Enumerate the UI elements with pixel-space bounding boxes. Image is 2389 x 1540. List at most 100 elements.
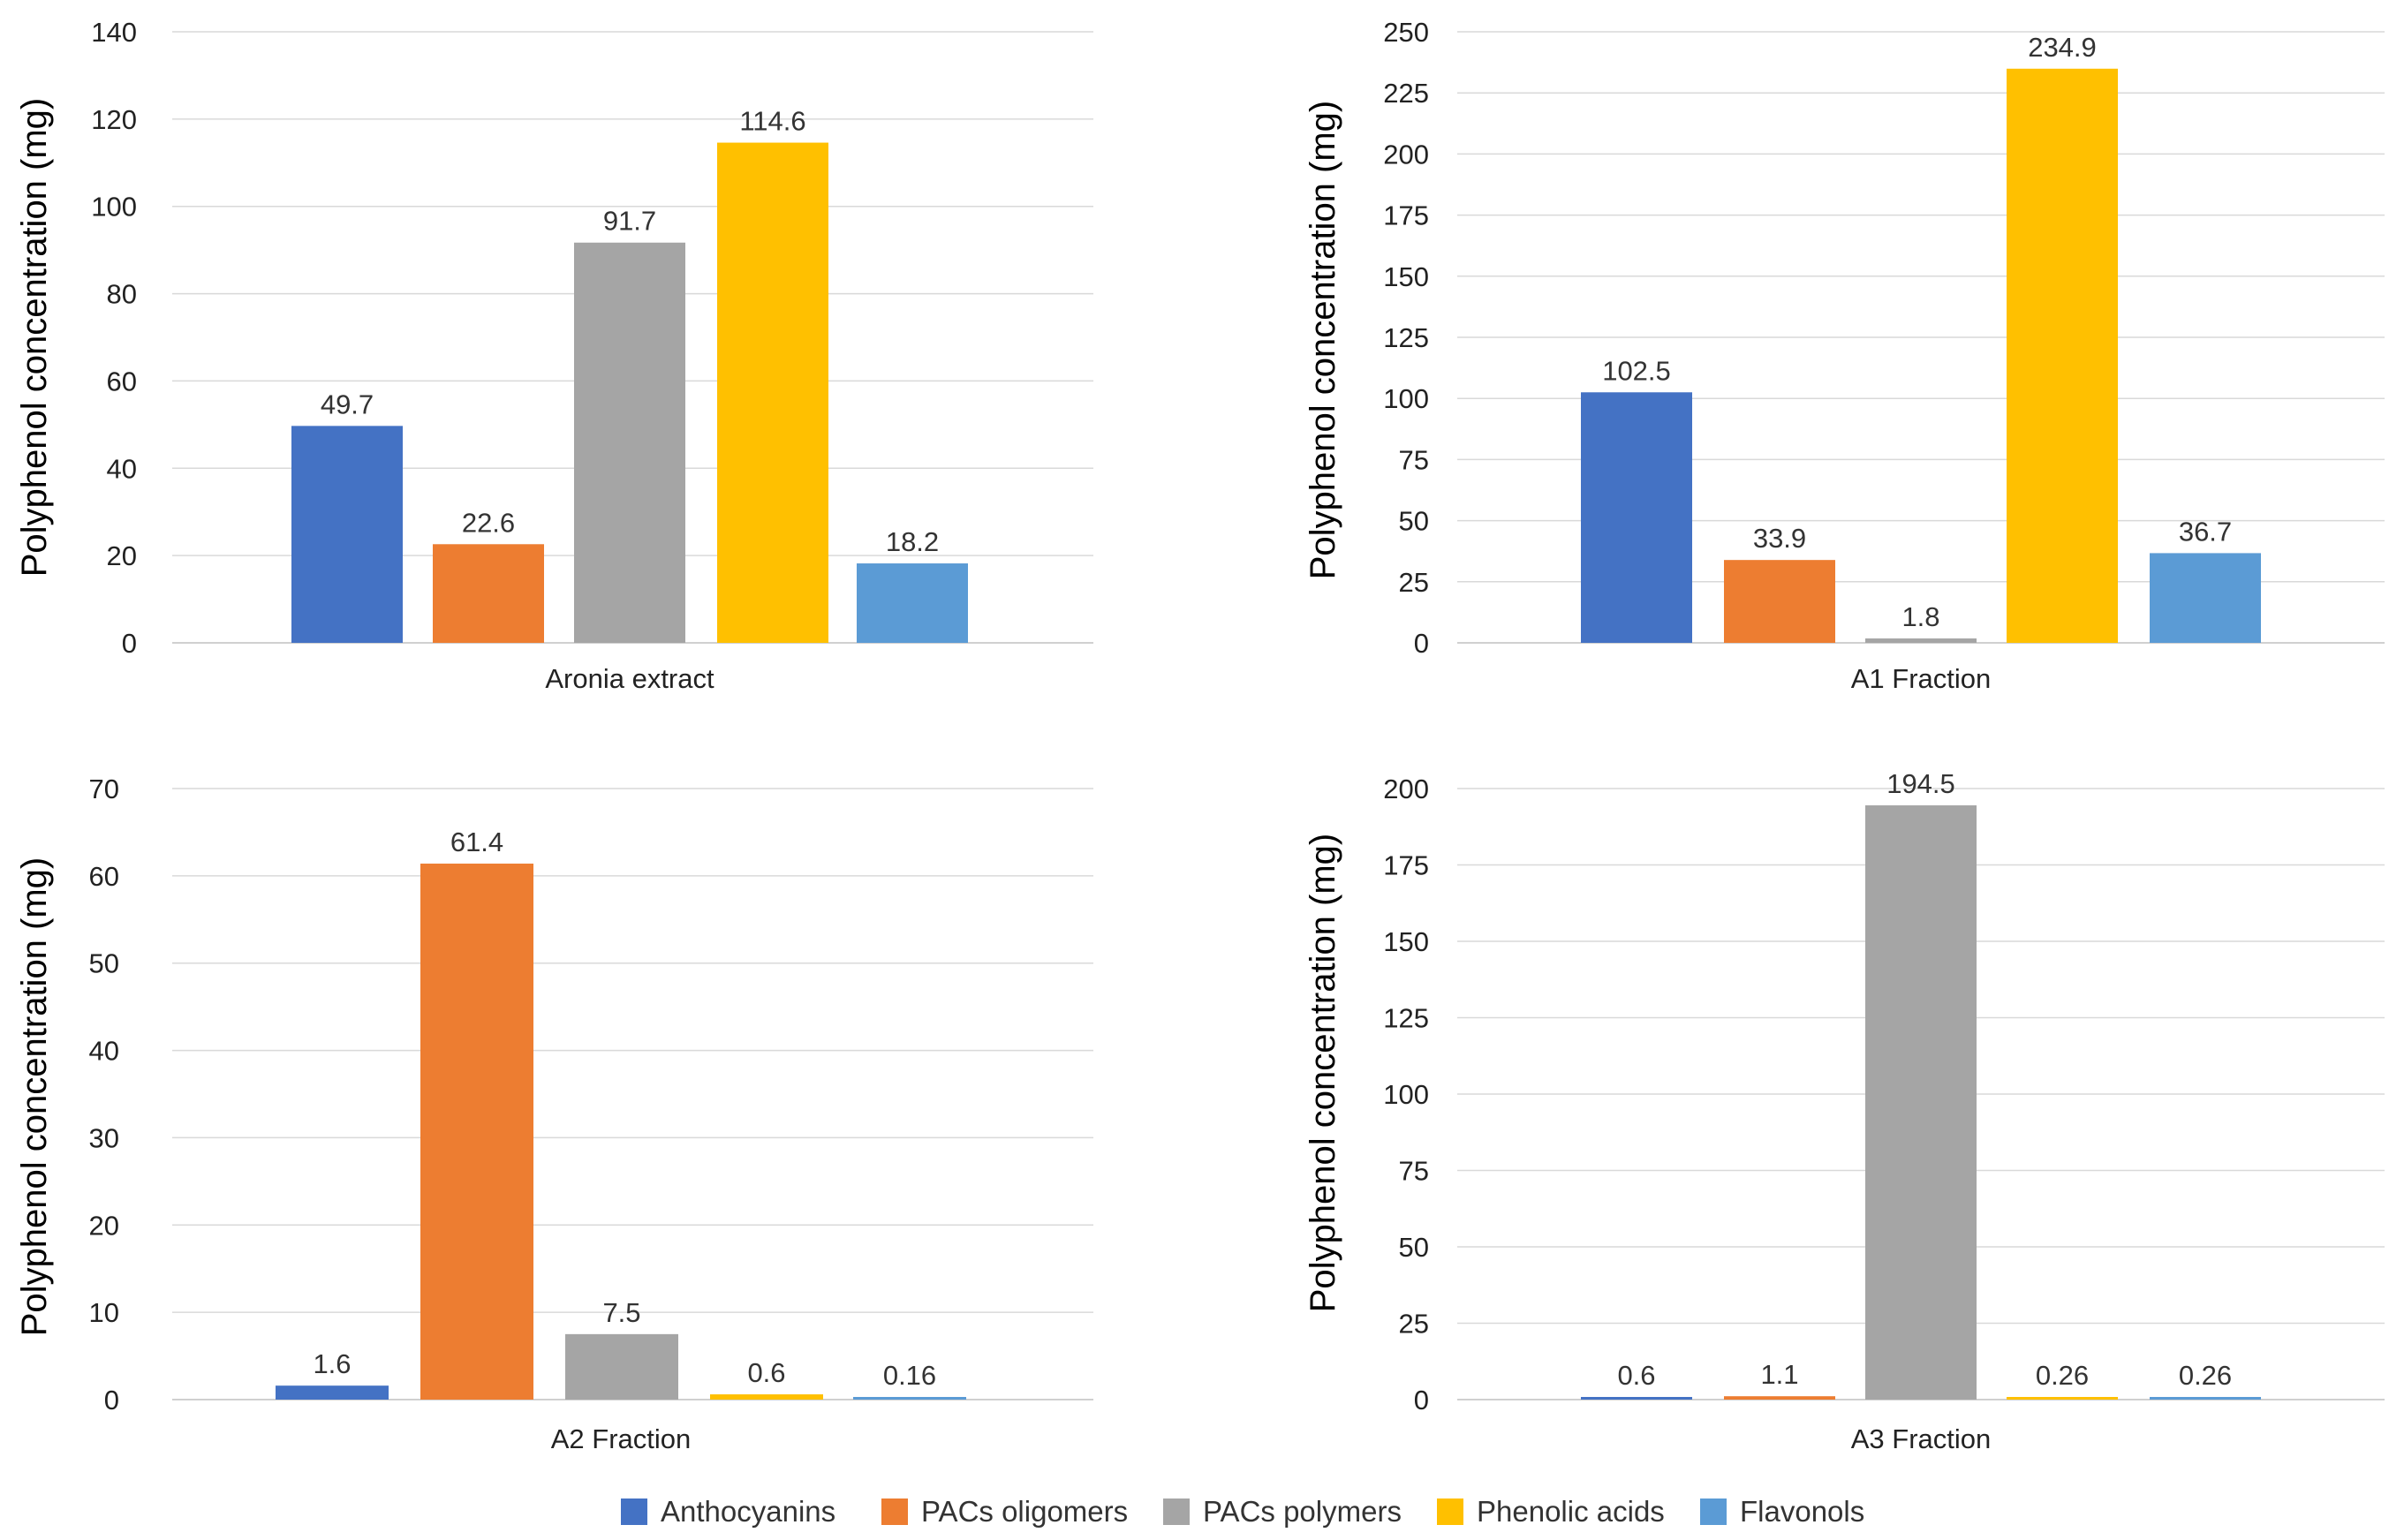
y-tick-label: 25: [1399, 567, 1429, 598]
y-tick-label: 50: [1399, 1232, 1429, 1263]
y-tick-label: 75: [1399, 444, 1429, 475]
legend-pacs-polymers-label: PACs polymers: [1203, 1495, 1402, 1528]
data-label: 18.2: [886, 526, 939, 557]
y-tick-label: 40: [89, 1036, 119, 1067]
legend: Anthocyanins PACs oligomers PACs polymers P…: [621, 1495, 1864, 1528]
y-axis-label: Polyphenol concentration (mg): [1304, 834, 1342, 1313]
bar-flavonols: [2150, 553, 2261, 643]
x-category-label: A2 Fraction: [551, 1423, 692, 1454]
legend-flavonols-label: Flavonols: [1740, 1495, 1864, 1528]
bar-pacs-polymers: [1865, 638, 1977, 643]
data-label: 49.7: [321, 389, 374, 419]
bar-flavonols: [2150, 1397, 2261, 1400]
y-tick-label: 10: [89, 1297, 119, 1328]
bar-phenolic-acids: [2007, 1397, 2118, 1400]
bar-pacs-oligomers: [1724, 560, 1835, 643]
legend-pacs-oligomers-swatch: [881, 1498, 908, 1525]
legend-pacs-oligomers-label: PACs oligomers: [921, 1495, 1128, 1528]
bar-pacs-oligomers: [420, 864, 533, 1400]
data-label: 0.26: [2179, 1360, 2232, 1391]
y-tick-label: 50: [1399, 506, 1429, 537]
data-label: 234.9: [2028, 32, 2097, 63]
data-label: 1.8: [1901, 601, 1939, 632]
legend-flavonols-swatch: [1700, 1498, 1727, 1525]
x-category-label: A1 Fraction: [1851, 663, 1992, 694]
bar-pacs-polymers: [574, 242, 685, 643]
y-tick-label: 0: [122, 628, 137, 659]
data-label: 0.16: [883, 1360, 936, 1391]
data-label: 1.1: [1760, 1359, 1798, 1390]
y-tick-label: 80: [107, 279, 137, 310]
data-label: 22.6: [462, 507, 515, 538]
bar-pacs-polymers: [565, 1333, 678, 1400]
bar-anthocyanins: [291, 426, 403, 643]
y-axis-label: Polyphenol concentration (mg): [15, 98, 54, 578]
bar-phenolic-acids: [2007, 68, 2118, 643]
y-tick-label: 75: [1399, 1156, 1429, 1187]
y-tick-label: 60: [107, 366, 137, 396]
y-tick-label: 0: [1414, 1385, 1429, 1415]
legend-pacs-polymers-swatch: [1163, 1498, 1190, 1525]
data-label: 194.5: [1886, 768, 1955, 799]
bar-flavonols: [853, 1397, 966, 1400]
data-label: 1.6: [313, 1348, 351, 1379]
data-label: 114.6: [739, 106, 805, 137]
y-tick-label: 175: [1383, 850, 1429, 881]
y-tick-label: 40: [107, 453, 137, 484]
legend-anthocyanins-swatch: [621, 1498, 647, 1525]
y-tick-label: 0: [104, 1385, 119, 1415]
y-tick-label: 150: [1383, 926, 1429, 957]
legend-phenolic-acids-label: Phenolic acids: [1477, 1495, 1665, 1528]
bar-pacs-oligomers: [433, 544, 544, 643]
data-label: 36.7: [2179, 516, 2232, 547]
y-tick-label: 120: [91, 104, 137, 135]
bar-anthocyanins: [1581, 392, 1692, 643]
y-tick-label: 225: [1383, 78, 1429, 109]
bar-flavonols: [857, 563, 968, 643]
bar-anthocyanins: [1581, 1397, 1692, 1400]
data-label: 0.6: [747, 1357, 785, 1388]
data-label: 0.26: [2036, 1360, 2089, 1391]
chart-panel-3: 0 10 20 30 40 50 60 70 Polyphenol concentration …: [15, 774, 1093, 1454]
y-tick-label: 125: [1383, 1003, 1429, 1034]
y-tick-label: 175: [1383, 200, 1429, 231]
bar-phenolic-acids: [717, 142, 828, 643]
chart-panel-2: 0 25 50 75 100 125 150 175 200 225 250 Polyphenol c…: [1304, 17, 2385, 694]
data-label: 0.6: [1617, 1360, 1655, 1391]
y-tick-label: 60: [89, 861, 119, 892]
chart-panel-4: 0 25 50 75 100 125 150 175 200 Polyphenol concent…: [1304, 768, 2385, 1454]
y-tick-label: 50: [89, 948, 119, 979]
y-tick-label: 100: [1383, 1079, 1429, 1110]
y-tick-label: 70: [89, 774, 119, 804]
legend-anthocyanins-label: Anthocyanins: [661, 1495, 835, 1528]
legend-phenolic-acids-swatch: [1437, 1498, 1463, 1525]
x-category-label: Aronia extract: [545, 663, 714, 694]
y-axis-label: Polyphenol concentration (mg): [15, 857, 54, 1337]
bar-anthocyanins: [276, 1385, 389, 1400]
y-tick-label: 25: [1399, 1309, 1429, 1340]
data-label: 61.4: [450, 827, 503, 857]
y-tick-label: 100: [1383, 383, 1429, 414]
bar-pacs-polymers: [1865, 805, 1977, 1400]
y-tick-label: 140: [91, 17, 137, 48]
chart-panel-1: 0 20 40 60 80 100 120 140 Polyphenol concentrati…: [15, 17, 1093, 694]
data-label: 7.5: [602, 1297, 640, 1328]
x-category-label: A3 Fraction: [1851, 1423, 1992, 1454]
data-label: 91.7: [603, 206, 656, 237]
y-tick-label: 20: [89, 1210, 119, 1241]
data-label: 102.5: [1602, 355, 1671, 386]
y-tick-label: 30: [89, 1122, 119, 1153]
y-tick-label: 250: [1383, 17, 1429, 48]
y-tick-label: 100: [91, 192, 137, 223]
y-tick-label: 200: [1383, 774, 1429, 804]
bar-pacs-oligomers: [1724, 1396, 1835, 1400]
y-tick-label: 150: [1383, 261, 1429, 292]
y-tick-label: 0: [1414, 628, 1429, 659]
bar-phenolic-acids: [710, 1394, 823, 1400]
y-tick-label: 20: [107, 540, 137, 571]
data-label: 33.9: [1753, 523, 1806, 554]
y-tick-label: 200: [1383, 139, 1429, 170]
y-tick-label: 125: [1383, 322, 1429, 353]
